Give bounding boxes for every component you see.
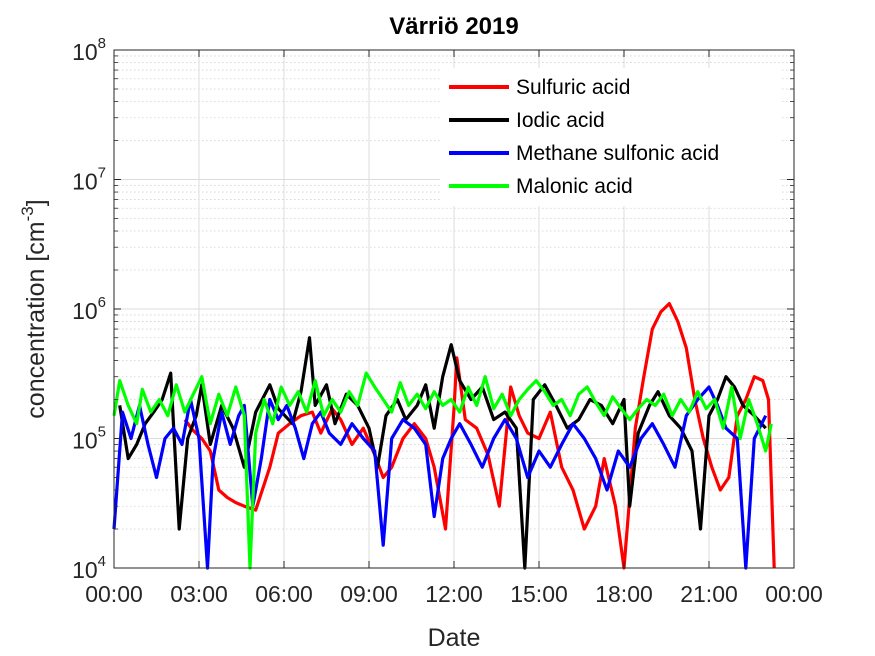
chart-title: Värriö 2019 bbox=[389, 13, 518, 40]
y-tick-label: 105 bbox=[72, 424, 106, 454]
series-line-3 bbox=[112, 385, 768, 570]
series-layer bbox=[112, 302, 776, 570]
series-line-4 bbox=[112, 371, 773, 570]
legend-entry-1: Sulfuric acid bbox=[449, 76, 630, 99]
y-axis-label-main: concentration [cm bbox=[22, 221, 50, 418]
x-tick-label: 06:00 bbox=[255, 581, 313, 607]
legend-box bbox=[440, 68, 780, 206]
x-tick-label: 09:00 bbox=[340, 581, 398, 607]
x-tick-label: 00:00 bbox=[85, 581, 143, 607]
legend-label: Methane sulfonic acid bbox=[516, 142, 719, 165]
x-axis-label: Date bbox=[428, 624, 481, 652]
y-tick-label: 104 bbox=[72, 553, 106, 583]
x-tick-labels: 00:00 03:00 06:00 09:00 12:00 15:00 18:00 21:00… bbox=[85, 581, 823, 607]
legend-entry-2: Iodic acid bbox=[449, 109, 605, 132]
legend-entry-3: Methane sulfonic acid bbox=[449, 142, 719, 165]
x-tick-label: 21:00 bbox=[680, 581, 738, 607]
y-tick-labels: 104 105 106 107 108 bbox=[72, 35, 106, 583]
y-tick-label: 107 bbox=[72, 165, 106, 195]
y-tick-label: 106 bbox=[72, 294, 106, 324]
x-tick-label: 18:00 bbox=[595, 581, 653, 607]
y-axis-label: concentration [cm-3] bbox=[18, 199, 50, 418]
axis-ticks bbox=[113, 49, 795, 569]
y-axis-label-exponent: -3 bbox=[18, 206, 37, 221]
x-tick-label: 15:00 bbox=[510, 581, 568, 607]
legend-label: Sulfuric acid bbox=[516, 76, 630, 99]
legend: Sulfuric acid Iodic acid Methane sulfonic … bbox=[440, 68, 780, 206]
legend-label: Malonic acid bbox=[516, 175, 633, 198]
legend-label: Iodic acid bbox=[516, 109, 605, 132]
legend-entry-4: Malonic acid bbox=[449, 175, 633, 198]
y-tick-label: 108 bbox=[72, 35, 106, 65]
y-axis-label-close: ] bbox=[22, 199, 50, 206]
x-tick-label: 12:00 bbox=[425, 581, 483, 607]
series-line-2 bbox=[118, 336, 767, 570]
x-tick-label: 03:00 bbox=[170, 581, 228, 607]
x-tick-label: 00:00 bbox=[765, 581, 823, 607]
